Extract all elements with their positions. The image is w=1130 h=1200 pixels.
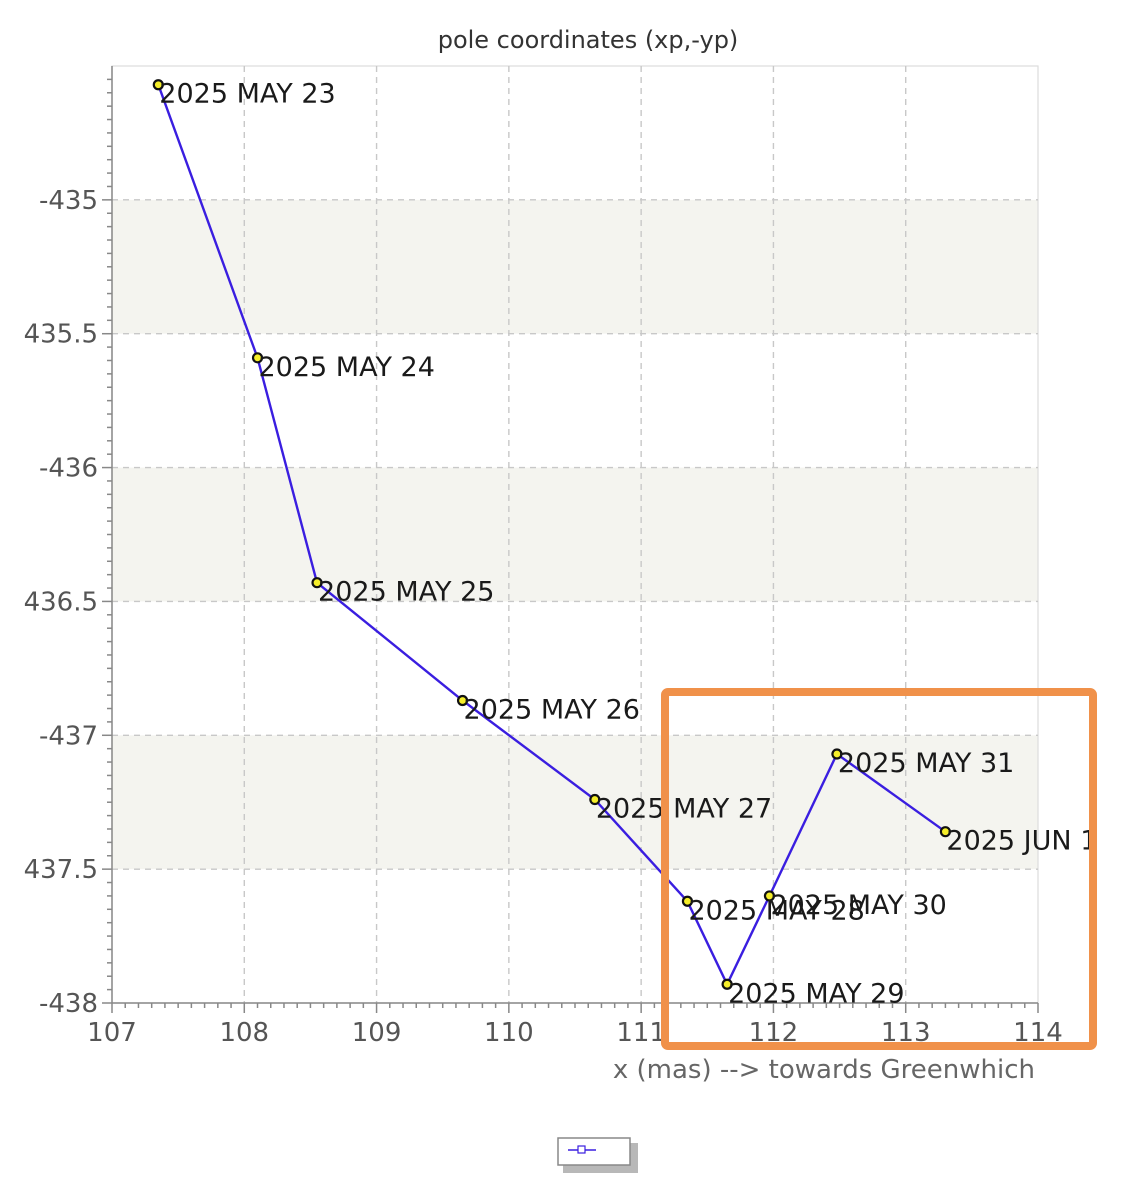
x-tick-label: 108 [219,1018,269,1048]
y-tick-label: 437.5 [24,855,98,885]
data-point [251,352,264,364]
y-tick-label: 435.5 [24,320,98,350]
background-band [112,735,1038,870]
y-tick-label: -436 [39,454,98,484]
series-line [157,84,947,988]
point-label: 2025 MAY 23 [159,79,335,110]
y-tick-label: -437 [39,721,98,751]
data-point [721,978,733,990]
data-point [831,748,843,760]
legend [557,1137,638,1173]
highlight-box [661,688,1097,1050]
point-label: 2025 MAY 24 [259,352,435,383]
data-point [152,79,164,91]
x-tick-label: 111 [616,1018,666,1048]
point-label: 2025 MAY 27 [596,794,772,825]
data-point [763,890,776,902]
data-point [681,895,694,907]
plot-background-bands [112,199,1038,870]
data-point [589,793,601,806]
point-label: 2025 MAY 31 [838,748,1014,779]
series-layer [152,79,952,990]
data-point [939,826,952,838]
legend-marker [577,1145,586,1154]
x-tick-label: 110 [484,1018,534,1048]
chart-title: pole coordinates (xp,-yp) [438,26,739,54]
y-tick-label: -435 [39,186,98,216]
point-label: 2025 MAY 26 [464,694,640,725]
point-labels: 2025 MAY 23 2025 MAY 24 2025 MAY 25 2025 MA… [159,79,1097,1010]
data-point [311,577,323,589]
point-label: 2025 MAY 30 [770,890,946,921]
point-label: 2025 JUN 1 [946,826,1097,857]
legend-box [557,1137,631,1166]
background-band [112,199,1038,334]
point-label: 2025 MAY 25 [318,577,494,608]
point-label: 2025 MAY 28 [688,895,864,926]
y-tick-label: 436.5 [24,587,98,617]
background-band [112,467,1038,602]
x-tick-label: 109 [352,1018,402,1048]
y-tick-label: -438 [39,989,98,1019]
x-tick-label: 107 [87,1018,137,1048]
x-axis-label: x (mas) --> towards Greenwhich [613,1055,1035,1085]
point-label: 2025 MAY 29 [728,978,904,1009]
data-point [456,694,469,707]
axes: 107 108 109 110 111 112 113 114-435435.5-436436… [24,66,1063,1048]
